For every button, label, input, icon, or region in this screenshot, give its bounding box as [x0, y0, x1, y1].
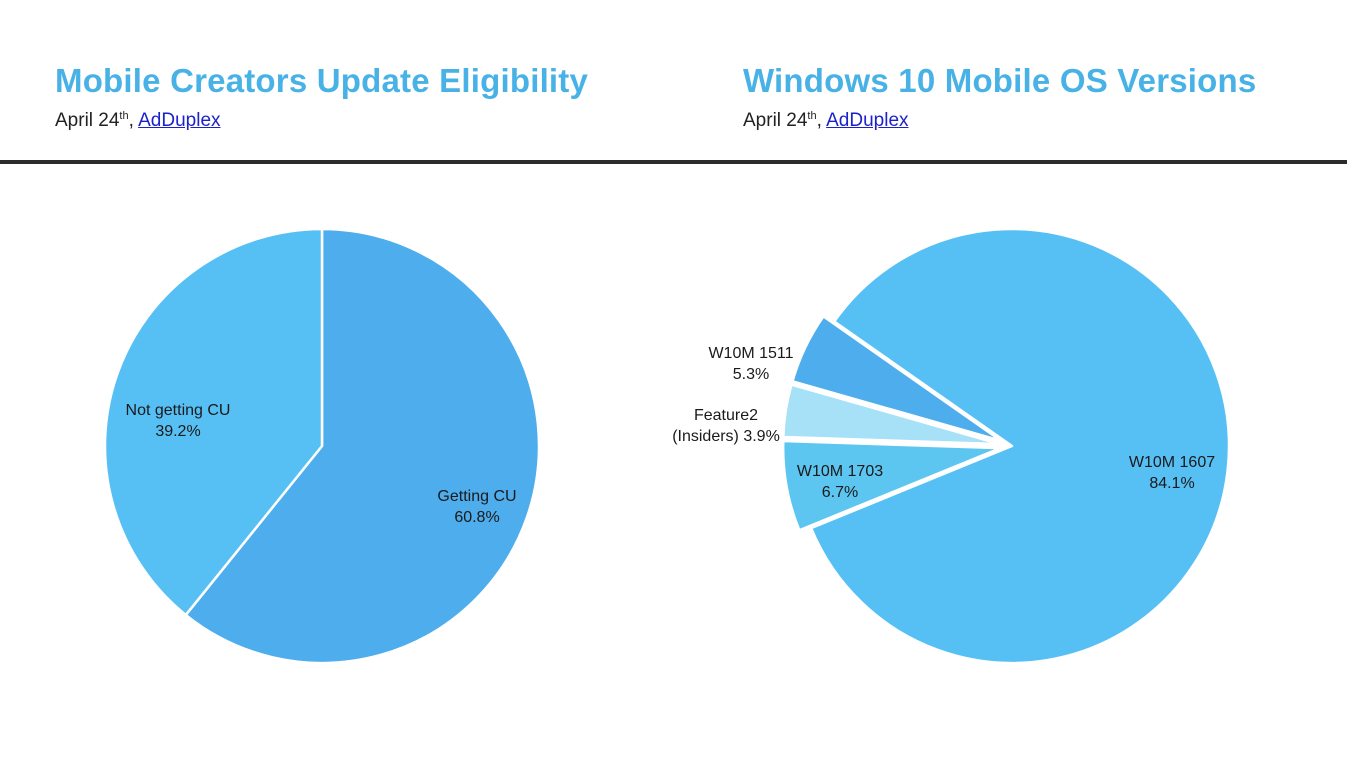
left-separator: ,: [128, 110, 134, 131]
right-date-suffix: th: [807, 110, 817, 122]
slice-label-w10m-1511: W10M 1511 5.3%: [708, 345, 793, 383]
left-subtitle: April 24th, AdDuplex: [55, 110, 221, 132]
left-date: April 24: [55, 110, 120, 131]
slice-getting-cu: [184, 227, 541, 665]
left-header: Mobile Creators Update Eligibility April…: [55, 0, 675, 160]
slice-label-feature2: Feature2 (Insiders) 3.9%: [672, 407, 780, 445]
slice-label-w10m-1703: W10M 1703 6.7%: [797, 463, 883, 501]
header-divider: [0, 160, 1347, 164]
left-date-suffix: th: [119, 110, 129, 122]
right-header: Windows 10 Mobile OS Versions April 24th…: [743, 0, 1343, 160]
slice-label-getting-cu: Getting CU 60.8%: [437, 488, 516, 526]
slice-w10m-1511: [791, 315, 1003, 443]
slice-label-w10m-1607: W10M 1607 84.1%: [1129, 454, 1215, 492]
right-date: April 24: [743, 110, 808, 131]
slice-label-not-getting-cu: Not getting CU 39.2%: [126, 402, 231, 440]
right-chart-title: Windows 10 Mobile OS Versions: [743, 62, 1257, 99]
slice-feature2: [782, 383, 1002, 446]
left-chart-title: Mobile Creators Update Eligibility: [55, 62, 589, 99]
pie-chart-2: W10M 1607 84.1% W10M 1703 6.7% Feature2 (Insi…: [672, 227, 1231, 665]
right-separator: ,: [816, 110, 822, 131]
slice-w10m-1607: [809, 227, 1231, 665]
slice-not-getting-cu: [103, 227, 324, 617]
left-source-link[interactable]: AdDuplex: [138, 110, 221, 131]
pie-chart-1: Getting CU 60.8% Not getting CU 39.2%: [103, 227, 541, 665]
right-source-link[interactable]: AdDuplex: [826, 110, 909, 131]
slice-w10m-1703: [781, 439, 1002, 532]
right-subtitle: April 24th, AdDuplex: [743, 110, 909, 132]
